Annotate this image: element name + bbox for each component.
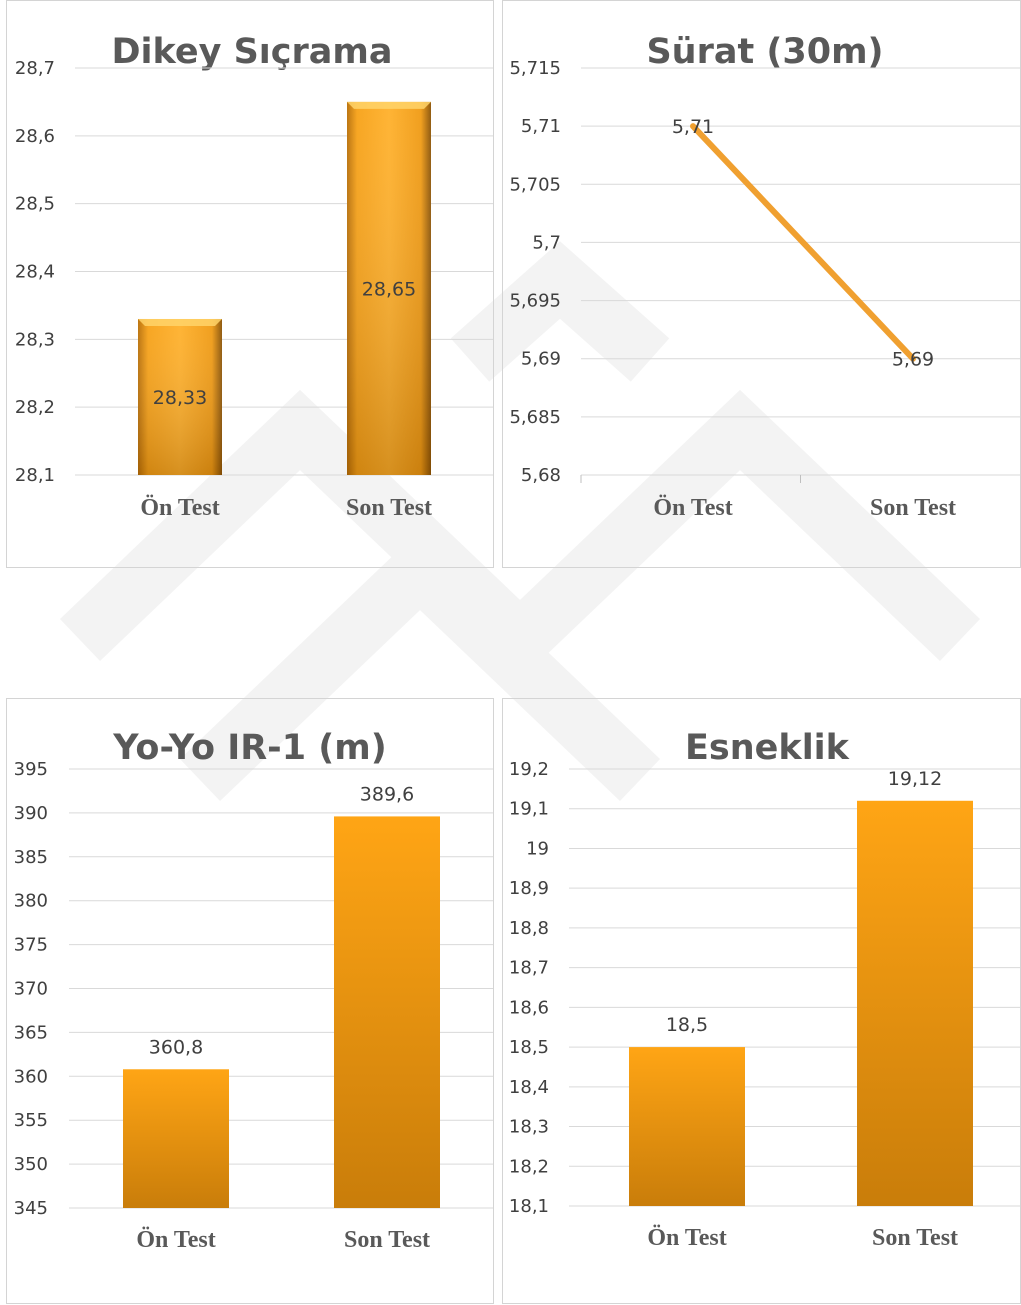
x-tick-label: Ön Test	[140, 495, 219, 521]
y-tick-label: 365	[14, 1022, 48, 1043]
y-tick-label: 5,68	[521, 465, 561, 486]
chart-title: Dikey Sıçrama	[111, 32, 392, 72]
chart-title: Sürat (30m)	[646, 32, 883, 72]
bar-bevel-top	[138, 318, 222, 326]
data-label: 360,8	[149, 1036, 203, 1058]
data-label: 18,5	[666, 1014, 708, 1036]
data-label: 28,33	[153, 387, 207, 409]
bars: 28,33 28,65	[138, 101, 431, 476]
y-tick-label: 385	[14, 847, 48, 868]
bars: 18,5 19,12	[629, 768, 973, 1206]
y-axis: 18,1 18,2 18,3 18,4 18,5 18,6 18,7 18,8 18,9 19 19…	[509, 759, 549, 1217]
data-label: 5,69	[892, 349, 934, 371]
data-label: 28,65	[362, 278, 416, 300]
chart-panel-esneklik: Esneklik 18,1 18,2 18,3 18,4 18,5 18,6 18,7 18,…	[502, 698, 1021, 1304]
x-axis: Ön Test Son Test	[136, 1227, 430, 1253]
y-tick-label: 28,7	[15, 58, 55, 79]
chart-yoyo: Yo-Yo IR-1 (m) 3453503553603653703753803…	[14, 728, 493, 1253]
y-tick-label: 375	[14, 935, 48, 956]
chart-surat: Sürat (30m) 5,685,6855,695,6955,75,7055,…	[509, 32, 1020, 521]
x-axis: Ön Test Son Test	[647, 1225, 958, 1251]
y-tick-label: 18,7	[509, 958, 549, 979]
bar	[629, 1047, 745, 1206]
y-tick-label: 18,2	[509, 1156, 549, 1177]
y-tick-label: 28,5	[15, 194, 55, 215]
y-tick-label: 390	[14, 803, 48, 824]
y-tick-label: 18,6	[509, 997, 549, 1018]
chart-panel-surat: Sürat (30m) 5,68 5,685 5,69 5,695 5,7 5,705 5,…	[502, 0, 1021, 568]
x-tick-label: Son Test	[872, 1225, 958, 1251]
y-tick-label: 395	[14, 759, 48, 780]
y-tick-label: 18,1	[509, 1196, 549, 1217]
y-tick-label: 345	[14, 1198, 48, 1219]
series-line	[690, 123, 916, 362]
y-tick-label: 19,2	[509, 759, 549, 780]
x-tick-label: Son Test	[344, 1227, 430, 1253]
x-tick-label: Ön Test	[647, 1225, 726, 1251]
y-tick-label: 360	[14, 1066, 48, 1087]
y-axis: 28,1 28,2 28,3 28,4 28,5 28,6 28,7	[15, 58, 55, 486]
bar	[857, 800, 973, 1206]
y-tick-label: 19,1	[509, 799, 549, 820]
gridlines	[580, 67, 1020, 483]
y-tick-label: 5,69	[521, 349, 561, 370]
y-tick-label: 28,3	[15, 329, 55, 350]
x-tick-label: Son Test	[870, 495, 956, 521]
y-tick-label: 355	[14, 1110, 48, 1131]
y-tick-label: 18,8	[509, 918, 549, 939]
bar	[123, 1069, 229, 1208]
bar-bevel-top	[347, 101, 431, 109]
bar-shade	[138, 318, 222, 475]
y-tick-label: 18,3	[509, 1117, 549, 1138]
y-tick-label: 18,9	[509, 878, 549, 899]
bar-shade	[347, 101, 431, 476]
x-tick-label: Son Test	[346, 495, 432, 521]
bars: 360,8 389,6	[123, 783, 440, 1208]
chart-esneklik: Esneklik 18,118,218,318,418,518,618,718,…	[509, 728, 1020, 1251]
y-axis: 5,68 5,685 5,69 5,695 5,7 5,705 5,71 5,715	[509, 58, 561, 486]
x-tick-label: Ön Test	[653, 495, 732, 521]
x-axis: Ön Test Son Test	[140, 495, 432, 521]
data-label: 389,6	[360, 783, 414, 805]
y-tick-label: 5,685	[509, 407, 561, 428]
y-tick-label: 380	[14, 891, 48, 912]
y-tick-label: 18,4	[509, 1077, 549, 1098]
y-tick-label: 28,4	[15, 262, 55, 283]
y-tick-label: 370	[14, 979, 48, 1000]
chart-title: Esneklik	[685, 728, 850, 768]
data-label: 19,12	[888, 768, 942, 790]
bar	[334, 816, 440, 1208]
y-tick-label: 5,705	[509, 174, 561, 195]
y-tick-label: 18,5	[509, 1037, 549, 1058]
x-axis: Ön Test Son Test	[653, 495, 956, 521]
x-tick-label: Ön Test	[136, 1227, 215, 1253]
chart-panel-dikey-sicrama: Dikey Sıçrama 28,1 28,2 28,3 28,4 28,5 28,6 28…	[6, 0, 494, 568]
y-tick-label: 28,2	[15, 397, 55, 418]
y-tick-label: 5,7	[532, 232, 561, 253]
y-tick-label: 5,71	[521, 116, 561, 137]
y-tick-label: 5,695	[509, 291, 561, 312]
y-tick-label: 19	[526, 838, 549, 859]
y-tick-label: 28,6	[15, 126, 55, 147]
chart-panel-yoyo: Yo-Yo IR-1 (m) 345 350 355 360 365 370 375 380 3…	[6, 698, 494, 1304]
chart-dikey-sicrama: Dikey Sıçrama 28,128,228,328,428,528,628…	[15, 32, 493, 521]
series-line: 5,71 5,69	[672, 116, 934, 371]
chart-title: Yo-Yo IR-1 (m)	[112, 728, 386, 768]
y-tick-label: 5,715	[509, 58, 561, 79]
y-axis: 345 350 355 360 365 370 375 380 385 390 395	[14, 759, 48, 1219]
y-tick-label: 350	[14, 1154, 48, 1175]
y-tick-label: 28,1	[15, 465, 55, 486]
data-label: 5,71	[672, 116, 714, 138]
